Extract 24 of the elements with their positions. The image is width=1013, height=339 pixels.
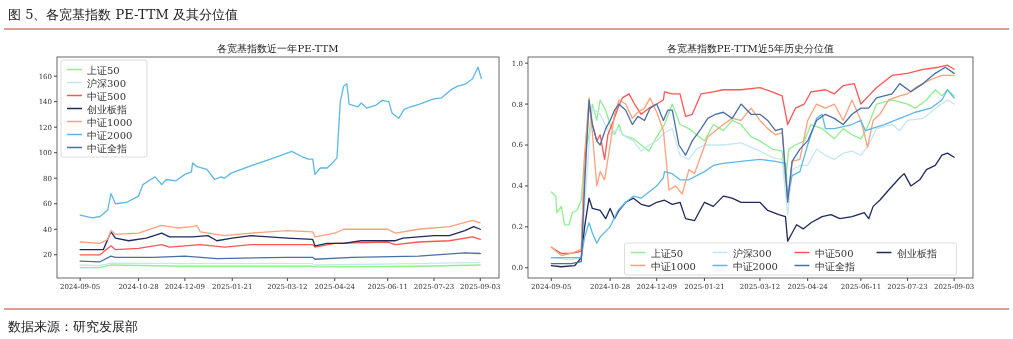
legend-label: 上证50 [650, 247, 684, 259]
legend-label: 中证全指 [87, 142, 127, 154]
legend-label: 上证50 [87, 64, 120, 76]
legend-label: 中证1000 [87, 116, 133, 128]
legend-label: 中证2000 [732, 260, 778, 272]
legend-label: 创业板指 [87, 103, 127, 115]
chart-title: 各宽基指数近一年PE-TTM [217, 43, 339, 54]
line-series [79, 226, 481, 251]
legend-label: 创业板指 [896, 247, 937, 259]
legend-label: 沪深300 [87, 77, 127, 89]
legend-label: 中证2000 [87, 129, 133, 141]
legend-label: 中证1000 [650, 260, 696, 272]
line-series [550, 89, 955, 226]
caption: 图 5、各宽基指数 PE-TTM 及其分位值 [8, 7, 238, 22]
legend-label: 中证500 [87, 90, 127, 102]
line-series [79, 252, 481, 263]
legend-label: 中证全指 [814, 260, 855, 272]
line-series [79, 236, 481, 256]
legend-label: 中证500 [814, 247, 854, 259]
chart-title: 各宽基指数PE-TTM近5年历史分位值 [666, 43, 835, 54]
line-series [79, 66, 483, 219]
line-series [79, 219, 481, 244]
source-note: 数据来源：研究发展部 [8, 319, 138, 334]
legend-label: 沪深300 [732, 247, 772, 259]
